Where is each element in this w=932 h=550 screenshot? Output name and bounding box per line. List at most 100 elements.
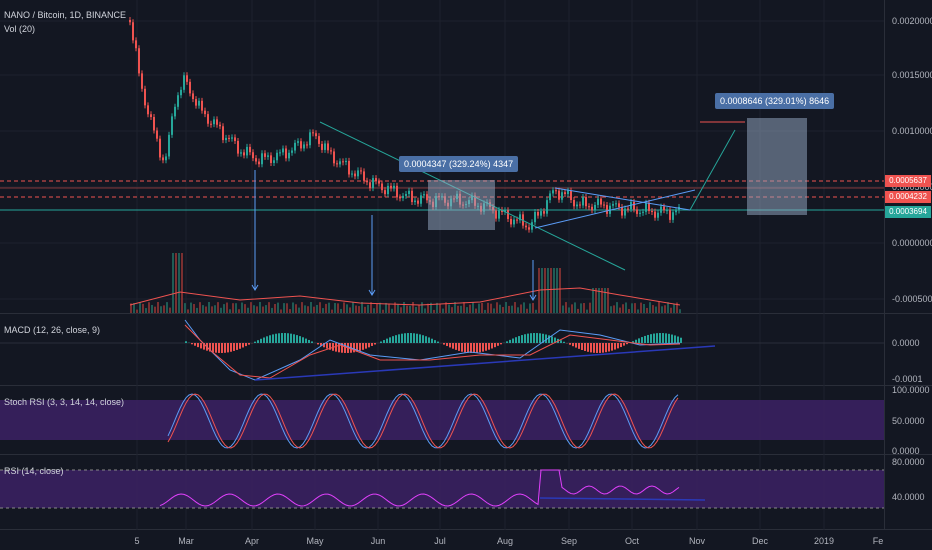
candle (189, 81, 191, 94)
macd-hist (476, 343, 478, 353)
volume-bar (499, 304, 501, 313)
candle (279, 152, 281, 154)
volume-bar (373, 308, 375, 313)
macd-hist (236, 343, 238, 350)
candle (375, 178, 377, 182)
candle (669, 210, 671, 220)
candle (282, 148, 284, 153)
x-tick: Dec (751, 536, 769, 546)
volume-bar (265, 305, 267, 313)
candle (147, 105, 149, 115)
volume-bar (157, 302, 159, 313)
candle (648, 202, 650, 211)
macd-hist (587, 343, 589, 352)
volume-bar (229, 309, 231, 313)
chart-canvas[interactable] (0, 0, 884, 530)
candle (576, 204, 578, 207)
volume-bar (658, 302, 660, 313)
x-tick: Mar (178, 536, 194, 546)
volume-bar (160, 306, 162, 313)
macd-hist (311, 341, 313, 343)
volume-bar (406, 305, 408, 313)
candle (315, 133, 317, 137)
volume-bar (454, 302, 456, 313)
volume-bar (301, 302, 303, 313)
macd-hist (215, 343, 217, 353)
volume-bar (331, 309, 333, 313)
volume-bar (559, 268, 561, 313)
volume-bar (676, 302, 678, 313)
macd-hist (461, 343, 463, 352)
macd-hist (542, 333, 544, 343)
macd-hist (200, 343, 202, 349)
signal-line (184, 324, 681, 379)
macd-hist (602, 343, 604, 353)
macd-hist (431, 338, 433, 343)
volume-bar (589, 302, 591, 313)
macd-hist (338, 343, 340, 353)
macd-hist (335, 343, 337, 352)
macd-hist (326, 343, 328, 349)
volume-bar (460, 305, 462, 313)
candle (273, 160, 275, 163)
volume-bar (238, 309, 240, 313)
candle (678, 206, 680, 211)
candle (570, 190, 572, 201)
candle (240, 152, 242, 154)
macd-hist (458, 343, 460, 351)
macd-hist (425, 336, 427, 343)
price-axis[interactable] (884, 0, 932, 530)
macd-hist (281, 333, 283, 343)
macd-hist (218, 343, 220, 353)
macd-hist (518, 336, 520, 343)
candle (396, 185, 398, 198)
volume-bar (136, 309, 138, 313)
macd-hist (365, 343, 367, 349)
volume-bar (445, 302, 447, 313)
macd-hist (404, 333, 406, 343)
measure-label-2[interactable]: 0.0008646 (329.01%) 8646 (715, 93, 835, 109)
x-tick: May (306, 536, 324, 546)
wedge-lower (534, 189, 696, 229)
volume-bar (469, 304, 471, 313)
macd-hist (341, 343, 343, 353)
volume-bar (577, 308, 579, 313)
macd-hist (539, 333, 541, 343)
candle (558, 190, 560, 200)
macd-hist (389, 337, 391, 343)
macd-hist (536, 333, 538, 343)
candle (264, 153, 266, 157)
volume-bar (424, 308, 426, 313)
macd-hist (596, 343, 598, 353)
volume-bar (532, 302, 534, 313)
candle (351, 173, 353, 175)
candle (135, 40, 137, 49)
candle (663, 206, 665, 211)
price-tick: -0.0005000 (892, 294, 932, 304)
volume-bar (346, 304, 348, 313)
macd-hist (485, 343, 487, 351)
volume-bar (268, 302, 270, 313)
measure-label-1[interactable]: 0.0004347 (329.24%) 4347 (399, 156, 519, 172)
macd-hist (530, 333, 532, 343)
volume-bar (487, 302, 489, 313)
macd-hist (569, 343, 571, 345)
candle (516, 219, 518, 221)
macd-hist (584, 343, 586, 351)
volume-bar (514, 302, 516, 313)
candle (270, 155, 272, 163)
macd-hist (230, 343, 232, 352)
volume-bar (328, 302, 330, 313)
volume-bar (409, 305, 411, 313)
macd-hist (515, 337, 517, 343)
candle (624, 208, 626, 216)
macd-hist (362, 343, 364, 350)
candle (306, 144, 308, 146)
volume-bar (472, 302, 474, 313)
candle (204, 110, 206, 115)
macd-hist (380, 341, 382, 343)
candle (414, 200, 416, 203)
volume-bar (478, 303, 480, 313)
macd-hist (470, 343, 472, 353)
candle (381, 183, 383, 191)
